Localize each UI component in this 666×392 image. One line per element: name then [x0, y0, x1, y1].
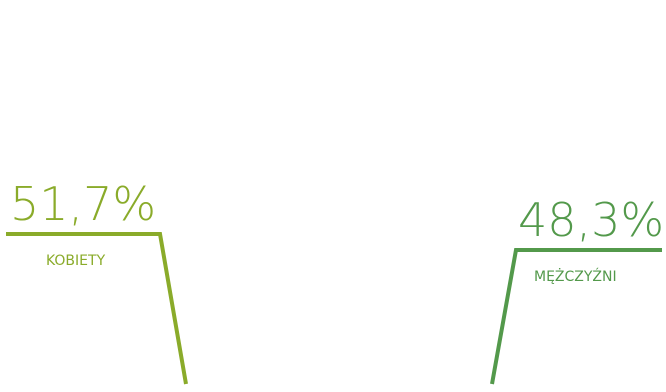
- man-empty-fill: [366, 100, 496, 392]
- woman-figure: [190, 100, 330, 392]
- man-value-fill: [366, 258, 496, 392]
- woman-value-fill: [190, 247, 330, 392]
- man-category-label: MĘŻCZYŹNI: [534, 267, 617, 285]
- woman-category-label: KOBIETY: [46, 253, 106, 269]
- woman-callout-line: [6, 232, 188, 385]
- woman-empty-fill: [190, 100, 330, 392]
- man-figure: [366, 100, 496, 392]
- woman-percent-label: 51,7%: [10, 177, 156, 231]
- man-percent-label: 48,3%: [518, 193, 664, 247]
- man-callout-line: [490, 248, 662, 385]
